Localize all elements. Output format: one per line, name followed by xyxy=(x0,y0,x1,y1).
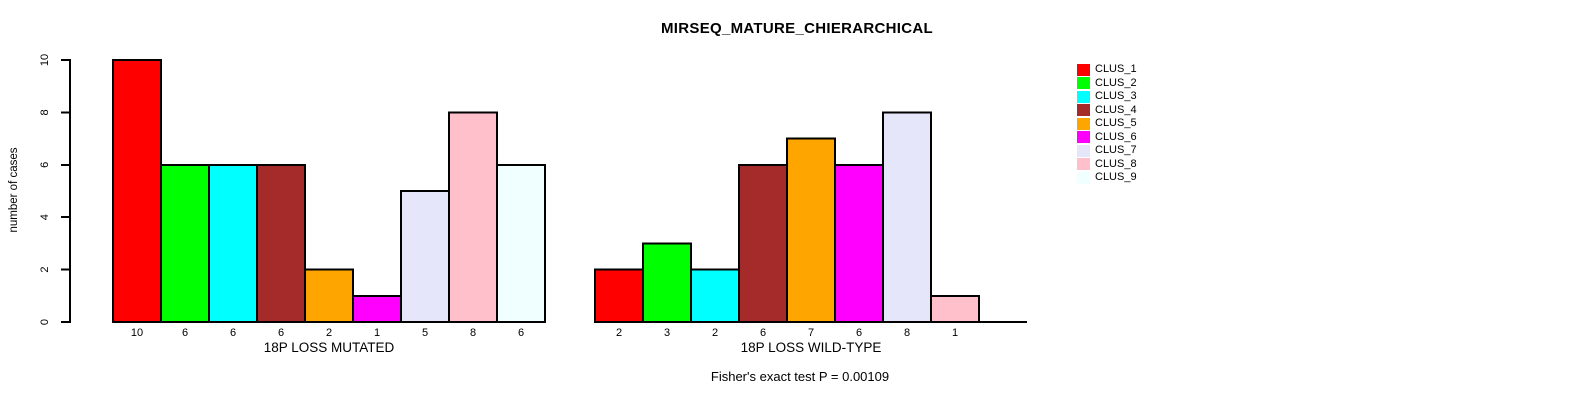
legend-label: CLUS_5 xyxy=(1095,117,1137,129)
bar-value-label: 7 xyxy=(808,327,814,339)
x-axis-label-wild-type: 18P LOSS WILD-TYPE xyxy=(740,340,882,355)
legend-swatch-icon xyxy=(1077,171,1090,184)
x-axis-label-mutated: 18P LOSS MUTATED xyxy=(263,340,395,355)
bar xyxy=(786,137,836,323)
legend-item: CLUS_7 xyxy=(1077,144,1137,158)
legend-swatch-icon xyxy=(1077,77,1090,90)
bar xyxy=(834,163,884,323)
legend-label: CLUS_9 xyxy=(1095,171,1137,183)
y-axis-label: number of cases xyxy=(8,147,20,233)
bar-value-label: 2 xyxy=(712,327,718,339)
bar-value-label: 6 xyxy=(230,327,236,339)
legend-item: CLUS_4 xyxy=(1077,104,1137,118)
legend-label: CLUS_4 xyxy=(1095,103,1137,116)
bar xyxy=(112,59,162,323)
legend-swatch-icon xyxy=(1077,131,1090,144)
bar xyxy=(352,294,402,323)
bar-value-label: 8 xyxy=(470,327,476,339)
legend-label: CLUS_2 xyxy=(1095,76,1137,89)
bar xyxy=(642,242,692,323)
bar xyxy=(594,268,644,324)
bar xyxy=(160,163,210,323)
legend-swatch-icon xyxy=(1077,90,1090,103)
bar-value-label: 2 xyxy=(616,327,622,339)
bar xyxy=(882,111,932,324)
bar xyxy=(738,163,788,323)
y-axis-tick-label: 6 xyxy=(39,162,51,168)
bar-value-label: 5 xyxy=(422,327,428,339)
legend-label: CLUS_6 xyxy=(1095,130,1137,143)
legend-item: CLUS_5 xyxy=(1077,117,1137,131)
bar-value-label: 3 xyxy=(664,327,670,339)
y-axis-tick-label: 8 xyxy=(39,109,51,115)
y-axis-tick-label: 0 xyxy=(39,319,51,325)
bar-value-label: 8 xyxy=(904,327,910,339)
bar-value-label: 6 xyxy=(760,327,766,339)
bar-value-label: 6 xyxy=(856,327,862,339)
y-axis-tick-label: 4 xyxy=(39,214,51,220)
bar xyxy=(256,163,306,323)
bar xyxy=(208,163,258,323)
legend-swatch-icon xyxy=(1077,158,1090,171)
chart-title: MIRSEQ_MATURE_CHIERARCHICAL xyxy=(661,20,933,37)
legend-item: CLUS_3 xyxy=(1077,90,1137,104)
bar xyxy=(690,268,740,324)
bar xyxy=(304,268,354,324)
legend-label: CLUS_3 xyxy=(1095,90,1137,102)
bar-value-label: 10 xyxy=(131,327,143,339)
legend-item: CLUS_8 xyxy=(1077,158,1137,172)
y-axis-tick-label: 10 xyxy=(39,54,51,66)
legend-item: CLUS_6 xyxy=(1077,131,1137,145)
fisher-test-annotation: Fisher's exact test P = 0.00109 xyxy=(710,369,890,384)
legend-swatch-icon xyxy=(1077,117,1090,130)
legend-swatch-icon xyxy=(1077,104,1090,117)
legend-label: CLUS_8 xyxy=(1095,157,1137,170)
bar xyxy=(930,294,980,323)
legend-item: CLUS_2 xyxy=(1077,77,1137,91)
bar-value-label: 6 xyxy=(182,327,188,339)
legend: CLUS_1 CLUS_2 CLUS_3 CLUS_4 CLUS_5 CLUS_6 CLUS… xyxy=(1077,63,1137,185)
legend-label: CLUS_1 xyxy=(1095,63,1137,75)
bar xyxy=(496,163,546,323)
legend-label: CLUS_7 xyxy=(1095,144,1137,156)
legend-item: CLUS_9 xyxy=(1077,171,1137,185)
legend-swatch-icon xyxy=(1077,63,1090,76)
bar-value-label: 1 xyxy=(952,327,958,339)
y-axis-tick-label: 2 xyxy=(39,267,51,273)
bar-value-label: 1 xyxy=(374,327,380,339)
bar xyxy=(400,190,450,323)
bar-value-label: 6 xyxy=(518,327,524,339)
legend-swatch-icon xyxy=(1077,144,1090,157)
bar-value-label: 2 xyxy=(326,327,332,339)
bar-value-label: 6 xyxy=(278,327,284,339)
bar xyxy=(448,111,498,324)
legend-item: CLUS_1 xyxy=(1077,63,1137,77)
